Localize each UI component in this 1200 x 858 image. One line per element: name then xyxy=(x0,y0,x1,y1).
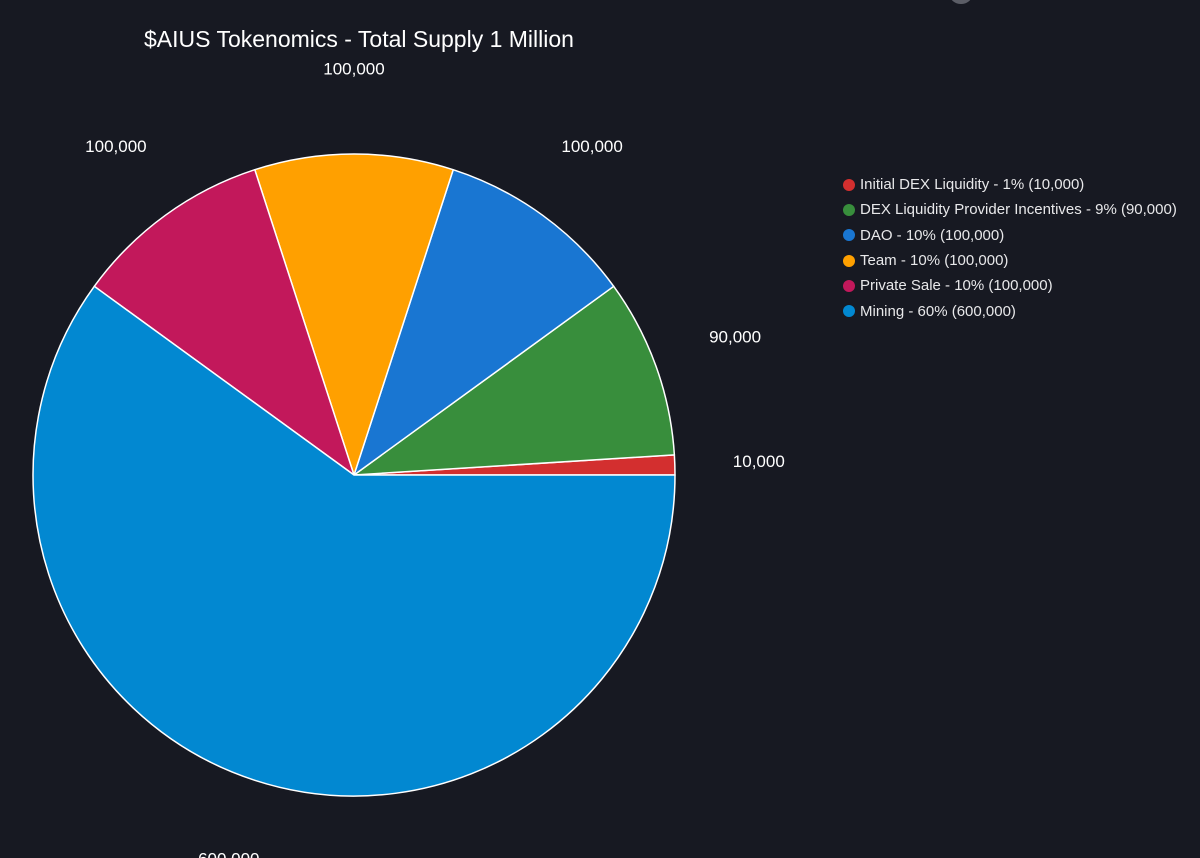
legend-label: Private Sale - 10% (100,000) xyxy=(860,277,1053,295)
legend-label: DAO - 10% (100,000) xyxy=(860,226,1005,244)
pie-slice-mining[interactable] xyxy=(32,285,676,797)
legend-item-private-sale[interactable]: Private Sale - 10% (100,000) xyxy=(843,273,1177,298)
data-label-mining: 600,000 xyxy=(198,850,259,858)
legend-item-team[interactable]: Team - 10% (100,000) xyxy=(843,248,1177,273)
legend-label: Initial DEX Liquidity - 1% (10,000) xyxy=(860,176,1085,194)
data-label-private-sale: 100,000 xyxy=(85,137,146,156)
legend-swatch xyxy=(843,229,855,242)
legend-swatch xyxy=(843,254,855,267)
legend-item-dex-liquidity-provider-incentives[interactable]: DEX Liquidity Provider Incentives - 9% (… xyxy=(843,197,1177,222)
pie-slice-dex-liquidity-provider-incentives[interactable] xyxy=(353,285,676,476)
pie-slice-team[interactable] xyxy=(254,153,454,476)
data-label-dex-liquidity-provider-incentives: 90,000 xyxy=(709,327,761,346)
legend-swatch xyxy=(843,279,855,292)
pie-slice-private-sale[interactable] xyxy=(93,168,355,476)
window-control-dot xyxy=(950,0,972,4)
legend-label: Team - 10% (100,000) xyxy=(860,252,1009,270)
data-label-dao: 100,000 xyxy=(561,137,622,156)
pie-data-labels: 10,000 90,000 100,000 100,000 100,000 600,000 xyxy=(85,59,785,858)
data-label-team: 100,000 xyxy=(323,59,384,78)
legend-item-dao[interactable]: DAO - 10% (100,000) xyxy=(843,223,1177,248)
legend-label: DEX Liquidity Provider Incentives - 9% (… xyxy=(860,201,1177,219)
pie-slices xyxy=(32,153,676,797)
pie-slice-dao[interactable] xyxy=(353,168,615,476)
legend-swatch xyxy=(843,178,855,191)
data-label-initial-dex-liquidity: 10,000 xyxy=(733,452,785,471)
legend-item-mining[interactable]: Mining - 60% (600,000) xyxy=(843,298,1177,323)
legend-swatch xyxy=(843,305,855,318)
legend-item-initial-dex-liquidity[interactable]: Initial DEX Liquidity - 1% (10,000) xyxy=(843,172,1177,197)
chart-legend: Initial DEX Liquidity - 1% (10,000) DEX L… xyxy=(843,172,1177,324)
chart-title: $AIUS Tokenomics - Total Supply 1 Millio… xyxy=(144,26,574,52)
legend-swatch xyxy=(843,203,855,216)
legend-label: Mining - 60% (600,000) xyxy=(860,302,1016,320)
